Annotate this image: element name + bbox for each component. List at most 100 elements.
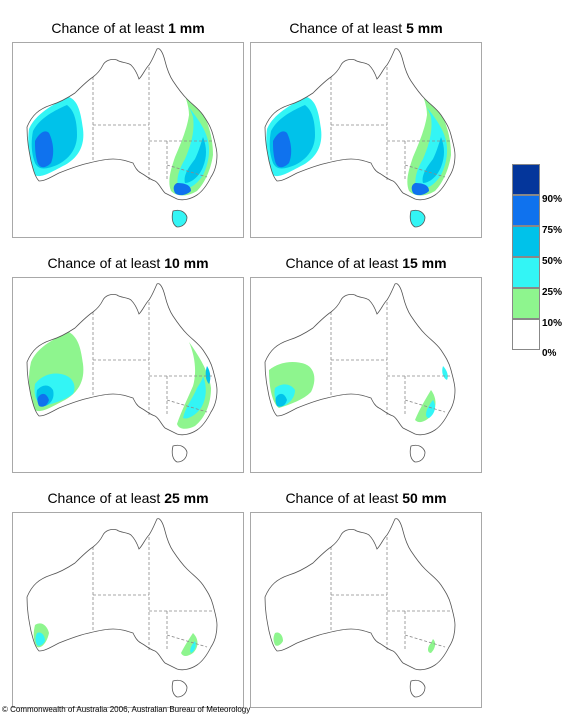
title-prefix: Chance of at least (51, 20, 165, 36)
tasmania (171, 679, 188, 698)
map-frame (12, 512, 244, 708)
probability-fills (266, 89, 451, 227)
map-frame (250, 277, 482, 473)
rain-probability-area (411, 183, 429, 196)
title-amount: 50 mm (402, 490, 447, 506)
legend-swatch-10 (512, 288, 540, 319)
map-frame (12, 277, 244, 473)
tasmania (171, 209, 188, 228)
rain-probability-area (273, 632, 283, 646)
rain-probability-area (37, 393, 49, 407)
tasmania (409, 444, 426, 463)
legend-swatch-0 (512, 319, 540, 350)
map-frame (12, 42, 244, 238)
legend-label-25: 25% (542, 287, 563, 298)
probability-fills (273, 632, 436, 653)
rain-probability-area (428, 639, 436, 653)
rain-probability-area (205, 366, 211, 384)
mainland-fill (265, 518, 455, 670)
rain-probability-area (173, 183, 191, 196)
rain-probability-area (183, 376, 206, 419)
state-border (166, 399, 208, 413)
title-prefix: Chance of at least (47, 490, 161, 506)
coastline (264, 48, 456, 201)
panel-title: Chance of at least 1 mm (12, 18, 244, 38)
coastline (26, 518, 218, 671)
rain-probability-area (35, 632, 45, 646)
rain-probability-area (184, 137, 206, 183)
panel-title: Chance of at least 15 mm (250, 253, 482, 273)
mainland-fill (265, 283, 455, 435)
map-layer (26, 48, 218, 228)
rain-probability-area (35, 131, 54, 168)
legend-swatch-50 (512, 226, 540, 257)
state-border (404, 399, 446, 413)
map-frame (250, 42, 482, 238)
panel-15mm: Chance of at least 15 mm (250, 253, 482, 473)
title-prefix: Chance of at least (285, 490, 399, 506)
coastline (26, 283, 218, 436)
title-amount: 10 mm (164, 255, 209, 271)
tasmania (409, 679, 426, 698)
rain-probability-area (177, 342, 211, 429)
state-border (166, 634, 208, 648)
rain-probability-area (190, 641, 196, 653)
australia-map (264, 518, 456, 698)
legend-label-50: 50% (542, 256, 563, 267)
title-amount: 1 mm (168, 20, 205, 36)
map-layer (264, 518, 456, 698)
mainland-fill (27, 518, 217, 670)
map-layer (264, 283, 456, 463)
australia-map (264, 283, 456, 463)
panel-title: Chance of at least 25 mm (12, 488, 244, 508)
title-amount: 25 mm (164, 490, 209, 506)
map-layer (26, 518, 218, 698)
panel-50mm: Chance of at least 50 mm (250, 488, 482, 708)
mainland-fill (265, 48, 455, 200)
coastline (264, 518, 456, 671)
probability-fills (33, 623, 198, 656)
legend-swatch-90 (512, 164, 540, 195)
copyright-footer: © Commonwealth of Australia 2006, Austra… (2, 705, 251, 714)
panel-title: Chance of at least 50 mm (250, 488, 482, 508)
coastline (264, 283, 456, 436)
panel-10mm: Chance of at least 10 mm (12, 253, 244, 473)
state-border (404, 164, 446, 178)
state-border (166, 164, 208, 178)
title-prefix: Chance of at least (285, 255, 399, 271)
coastline (26, 48, 218, 201)
mainland-fill (27, 283, 217, 435)
title-amount: 15 mm (402, 255, 447, 271)
australia-map (26, 48, 218, 228)
australia-map (26, 283, 218, 463)
tasmania (171, 444, 188, 463)
title-prefix: Chance of at least (289, 20, 403, 36)
panel-25mm: Chance of at least 25 mm (12, 488, 244, 708)
panel-title: Chance of at least 10 mm (12, 253, 244, 273)
legend-label-0: 0% (542, 348, 557, 359)
panel-5mm: Chance of at least 5 mm (250, 18, 482, 238)
probability-fills (28, 332, 211, 429)
map-frame (250, 512, 482, 708)
legend-label-90: 90% (542, 194, 563, 205)
australia-map (26, 518, 218, 698)
rain-probability-area (426, 400, 436, 418)
state-border (404, 634, 446, 648)
rain-probability-area (442, 366, 448, 380)
panel-title: Chance of at least 5 mm (250, 18, 482, 38)
rain-probability-area (422, 137, 444, 183)
legend-swatch-75 (512, 195, 540, 226)
map-layer (26, 283, 218, 463)
color-legend: 90% 75% 50% 25% 10% 0% (512, 164, 570, 364)
title-amount: 5 mm (406, 20, 443, 36)
mainland-fill (27, 48, 217, 200)
australia-map (264, 48, 456, 228)
legend-label-75: 75% (542, 225, 563, 236)
panel-1mm: Chance of at least 1 mm (12, 18, 244, 238)
map-layer (264, 48, 456, 228)
rain-probability-area (273, 131, 292, 168)
legend-swatch-25 (512, 257, 540, 288)
tasmania (409, 209, 426, 228)
title-prefix: Chance of at least (47, 255, 161, 271)
rain-probability-area (275, 393, 287, 407)
